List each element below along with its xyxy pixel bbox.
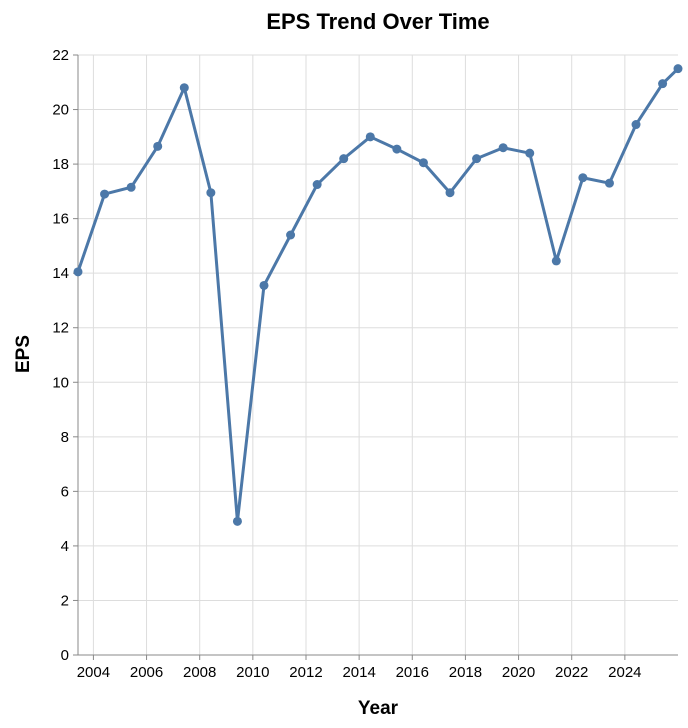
data-point [339,154,349,164]
x-tick-label: 2004 [77,664,110,681]
y-tick-label: 10 [52,374,69,391]
data-point [286,230,296,240]
x-tick-label: 2012 [289,664,322,681]
y-axis-title: EPS [13,335,34,373]
data-point [418,158,428,168]
series-line [76,67,680,523]
chart-title: EPS Trend Over Time [266,9,489,34]
data-point [179,83,189,93]
y-tick-label: 4 [61,538,69,555]
x-axis-title: Year [358,698,399,719]
data-point [312,180,322,190]
x-tick-label: 2022 [555,664,588,681]
data-point [206,188,216,198]
data-point [232,516,242,526]
x-tick-label: 2024 [608,664,641,681]
y-tick-label: 8 [61,429,69,446]
data-point [445,188,455,198]
y-tick-label: 18 [52,156,69,173]
data-point [153,141,163,151]
x-tick-label: 2014 [342,664,375,681]
series-layer [73,64,683,526]
data-point [126,182,136,192]
data-point [631,120,641,130]
data-point [604,178,614,188]
grid-layer [78,54,678,656]
data-point [673,64,683,74]
data-point [259,280,269,290]
y-tick-label: 22 [52,47,69,64]
data-point [365,132,375,142]
data-point [472,154,482,164]
data-point [498,143,508,153]
data-point [658,79,668,89]
data-point [551,256,561,266]
data-point [392,144,402,154]
data-point [578,173,588,183]
y-tick-label: 16 [52,211,69,228]
y-tick-label: 0 [61,647,69,664]
x-tick-label: 2006 [130,664,163,681]
data-point [100,189,110,199]
y-tick-label: 2 [61,592,69,609]
x-tick-label: 2010 [236,664,269,681]
x-tick-label: 2020 [502,664,535,681]
y-tick-label: 6 [61,483,69,500]
x-tick-label: 2008 [183,664,216,681]
y-tick-label: 12 [52,320,69,337]
y-tick-label: 14 [52,265,69,282]
x-tick-label: 2018 [449,664,482,681]
data-point [73,267,83,277]
x-tick-label: 2016 [396,664,429,681]
y-tick-label: 20 [52,102,69,119]
data-point [525,148,535,158]
